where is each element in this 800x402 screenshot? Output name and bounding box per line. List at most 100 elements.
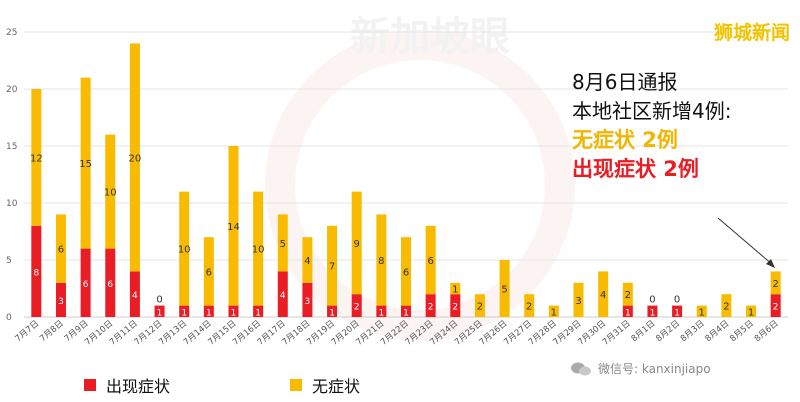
legend-label-symptomatic: 出现症状 [106,377,171,396]
x-tick-label: 8月2日 [654,319,682,345]
annotation-line-3: 无症状 2例 [572,128,678,152]
bar-asymptomatic [376,214,387,306]
data-label-symptomatic: 1 [403,308,409,318]
data-label-symptomatic: 1 [329,308,335,318]
x-tick-label: 7月8日 [38,319,66,345]
data-label-asymptomatic: 3 [575,296,581,307]
data-label-symptomatic: 6 [107,280,113,290]
bar-symptomatic [277,271,288,317]
bar-asymptomatic [450,282,461,295]
data-label-asymptomatic: 2 [772,279,778,290]
bar-symptomatic [129,271,140,317]
legend-label-asymptomatic: 无症状 [312,377,361,396]
data-label-asymptomatic: 8 [378,256,384,267]
bar-symptomatic [450,294,461,317]
bar-symptomatic [376,305,387,317]
bar-symptomatic [647,305,658,317]
bar-symptomatic [105,248,116,317]
data-label-asymptomatic: 5 [280,239,286,250]
bar-symptomatic [228,305,239,317]
y-tick-label: 20 [6,85,18,95]
brand-label: 狮城新闻 [713,22,790,44]
data-label-asymptomatic: 12 [30,153,43,164]
bar-asymptomatic [425,225,436,295]
legend: 出现症状 无症状 [84,373,480,397]
data-label-asymptomatic: 20 [129,153,142,164]
data-label-symptomatic: 2 [354,303,360,313]
bar-asymptomatic [55,214,66,283]
data-label-asymptomatic: 6 [403,267,409,278]
legend-swatch-symptomatic [84,379,96,391]
bar-symptomatic [302,282,313,317]
bar-asymptomatic [573,282,584,317]
annotation-line-1: 8月6日通报 [572,70,678,94]
bar-asymptomatic [80,77,91,249]
bar-symptomatic [672,305,683,317]
data-label-asymptomatic: 10 [104,188,117,199]
data-label-asymptomatic: 0 [674,295,680,306]
legend-swatch-asymptomatic [290,379,303,391]
data-label-symptomatic: 1 [206,308,212,318]
x-tick-label: 8月6日 [753,319,781,345]
x-tick-label: 7月31日 [601,319,633,348]
bar-symptomatic [327,305,338,317]
wechat-watermark: 微信号: kanxinjiapo [570,360,711,377]
x-tick-label: 8月5日 [728,319,756,345]
bar-asymptomatic [401,237,411,306]
gridlines [24,31,788,318]
bar-asymptomatic [474,294,485,317]
data-label-symptomatic: 3 [305,297,311,307]
bar-symptomatic [31,225,42,317]
bar-asymptomatic [228,146,239,306]
bar-asymptomatic [105,134,116,249]
x-tick-label: 8月1日 [630,319,658,345]
wechat-icon [571,362,591,375]
y-tick-label: 15 [6,142,17,152]
data-label-symptomatic: 8 [33,268,39,278]
bar-symptomatic [622,305,633,317]
bar-symptomatic [770,294,781,317]
data-label-asymptomatic: 2 [477,302,483,313]
data-label-symptomatic: 1 [181,308,187,318]
data-label-asymptomatic: 9 [354,239,360,250]
legend-item-asymptomatic: 无症状 [290,373,360,397]
data-label-asymptomatic: 0 [649,295,655,306]
data-label-symptomatic: 2 [428,303,434,313]
data-label-symptomatic: 1 [255,308,261,318]
bar-asymptomatic [696,305,707,317]
bar-asymptomatic [524,294,535,317]
y-tick-label: 25 [6,28,17,38]
data-label-asymptomatic: 1 [551,307,557,318]
legend-item-symptomatic: 出现症状 [84,373,170,397]
data-label-symptomatic: 4 [132,291,138,301]
x-tick-label: 8月4日 [704,319,732,345]
watermark-text: 新加坡眼 [350,14,510,60]
annotation-box: 8月6日通报 本地社区新增4例: 无症状 2例 出现症状 2例 [572,68,731,184]
data-label-asymptomatic: 1 [699,307,705,318]
watermark: 新加坡眼 [265,14,575,340]
data-label-asymptomatic: 7 [329,262,335,273]
bar-asymptomatic [499,260,510,317]
data-label-symptomatic: 1 [674,308,680,318]
bar-asymptomatic [327,225,338,306]
bar-symptomatic [154,305,165,317]
y-axis-tick-labels: 0 5 10 15 20 25 [6,28,18,323]
data-label-symptomatic: 4 [280,291,286,301]
data-label-symptomatic: 6 [83,280,89,290]
bar-asymptomatic [770,271,781,295]
data-label-symptomatic: 3 [58,297,64,307]
bars: 8123661561042010110161141104534172918162… [30,43,781,318]
data-label-asymptomatic: 6 [427,256,433,267]
data-label-asymptomatic: 0 [156,295,162,306]
data-label-symptomatic: 2 [773,303,779,313]
y-tick-label: 0 [6,313,12,323]
bar-asymptomatic [203,237,214,306]
annotation-line-2: 本地社区新增4例: [572,99,732,123]
bar-asymptomatic [598,271,609,317]
bar-asymptomatic [351,191,362,295]
bar-symptomatic [351,294,362,317]
data-label-asymptomatic: 1 [748,307,754,318]
data-label-asymptomatic: 6 [206,267,212,278]
bar-symptomatic [401,305,411,317]
